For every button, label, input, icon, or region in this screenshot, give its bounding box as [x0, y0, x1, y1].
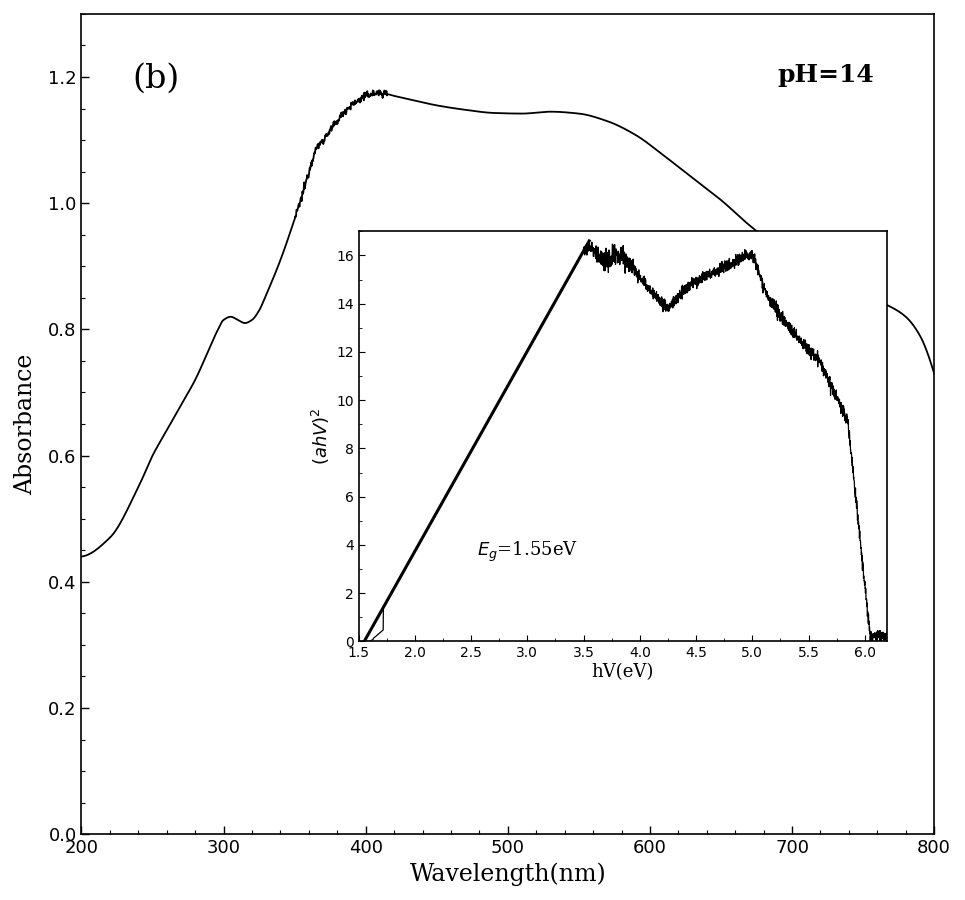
- Text: pH=14: pH=14: [778, 63, 874, 87]
- Text: (b): (b): [132, 63, 179, 95]
- Y-axis label: Absorbance: Absorbance: [14, 354, 37, 495]
- X-axis label: Wavelength(nm): Wavelength(nm): [409, 862, 606, 886]
